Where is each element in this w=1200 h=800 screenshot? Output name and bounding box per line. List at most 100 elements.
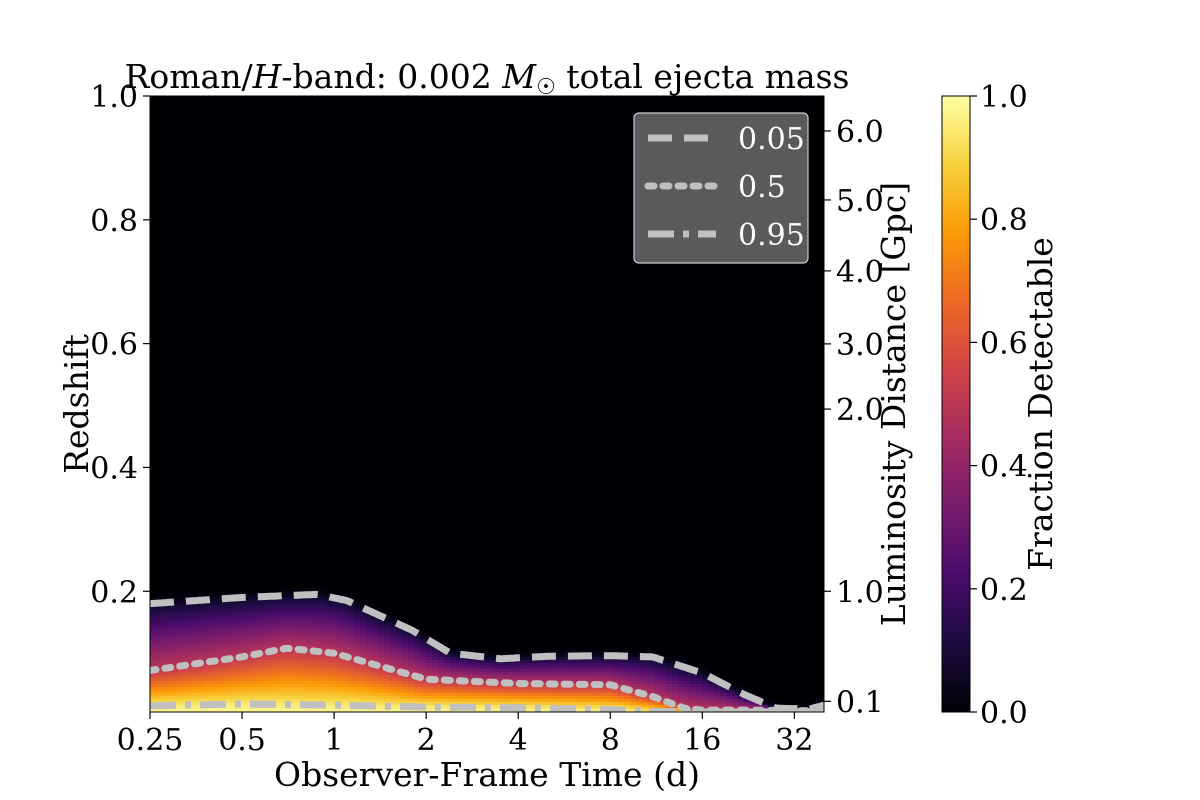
- heatmap-cell: [432, 635, 439, 640]
- heatmap-cell: [222, 626, 229, 631]
- heatmap-cell: [294, 638, 301, 643]
- heatmap-cell: [264, 632, 271, 637]
- heatmap-cell: [228, 626, 235, 631]
- heatmap-cell: [354, 698, 361, 703]
- heatmap-cell: [642, 659, 649, 664]
- heatmap-cell: [660, 683, 667, 688]
- heatmap-cell: [246, 692, 253, 697]
- heatmap-cell: [288, 641, 295, 646]
- heatmap-cell: [408, 659, 415, 664]
- heatmap-cell: [570, 662, 577, 667]
- heatmap-cell: [462, 698, 469, 703]
- y2-tick-label: 0.1: [836, 685, 884, 720]
- heatmap-cell: [180, 632, 187, 637]
- heatmap-cell: [384, 614, 391, 619]
- heatmap-cell: [486, 656, 493, 661]
- heatmap-cell: [300, 674, 307, 679]
- heatmap-cell: [450, 653, 457, 658]
- heatmap-cell: [372, 686, 379, 691]
- heatmap-cell: [312, 653, 319, 658]
- heatmap-cell: [342, 695, 349, 700]
- heatmap-cell: [378, 638, 385, 643]
- legend-label: 0.95: [738, 218, 805, 253]
- heatmap-cell: [738, 695, 745, 700]
- heatmap-cell: [348, 650, 355, 655]
- heatmap-cell: [156, 656, 163, 661]
- heatmap-cell: [342, 704, 349, 709]
- heatmap-cell: [420, 632, 427, 637]
- heatmap-cell: [426, 647, 433, 652]
- heatmap-cell: [582, 659, 589, 664]
- heatmap-cell: [324, 596, 331, 601]
- heatmap-cell: [378, 665, 385, 670]
- y-tick-label: 1.0: [90, 80, 138, 115]
- heatmap-cell: [246, 710, 253, 712]
- heatmap-cell: [540, 671, 547, 676]
- heatmap-cell: [366, 602, 373, 607]
- heatmap-cell: [456, 659, 463, 664]
- heatmap-cell: [306, 647, 313, 652]
- heatmap-cell: [270, 665, 277, 670]
- heatmap-cell: [288, 674, 295, 679]
- heatmap-cell: [222, 638, 229, 643]
- heatmap-cell: [156, 674, 163, 679]
- heatmap-cell: [294, 680, 301, 685]
- heatmap-cell: [258, 674, 265, 679]
- heatmap-cell: [288, 617, 295, 622]
- heatmap-cell: [540, 695, 547, 700]
- heatmap-cell: [534, 698, 541, 703]
- heatmap-cell: [162, 674, 169, 679]
- heatmap-cell: [510, 665, 517, 670]
- heatmap-cell: [324, 698, 331, 703]
- heatmap-cell: [456, 647, 463, 652]
- heatmap-cell: [276, 707, 283, 712]
- heatmap-cell: [228, 698, 235, 703]
- heatmap-cell: [282, 611, 289, 616]
- heatmap-cell: [324, 593, 331, 598]
- heatmap-cell: [378, 659, 385, 664]
- heatmap-cell: [366, 680, 373, 685]
- heatmap-cell: [216, 656, 223, 661]
- heatmap-cell: [186, 710, 193, 712]
- heatmap-cell: [360, 638, 367, 643]
- heatmap-cell: [312, 587, 319, 592]
- heatmap-cell: [150, 710, 157, 712]
- heatmap-cell: [318, 677, 325, 682]
- heatmap-cell: [564, 653, 571, 658]
- heatmap-cell: [252, 656, 259, 661]
- heatmap-cell: [198, 635, 205, 640]
- heatmap-cell: [210, 635, 217, 640]
- heatmap-cell: [282, 674, 289, 679]
- heatmap-cell: [486, 659, 493, 664]
- heatmap-cell: [390, 632, 397, 637]
- heatmap-cell: [666, 674, 673, 679]
- heatmap-cell: [480, 695, 487, 700]
- heatmap-cell: [492, 665, 499, 670]
- heatmap-cell: [186, 656, 193, 661]
- heatmap-cell: [636, 683, 643, 688]
- heatmap-cell: [366, 653, 373, 658]
- heatmap-cell: [372, 689, 379, 694]
- heatmap-cell: [204, 620, 211, 625]
- heatmap-cell: [372, 605, 379, 610]
- heatmap-cell: [264, 644, 271, 649]
- heatmap-cell: [732, 698, 739, 703]
- heatmap-cell: [414, 710, 421, 712]
- heatmap-cell: [498, 677, 505, 682]
- heatmap-cell: [690, 701, 697, 706]
- heatmap-cell: [270, 629, 277, 634]
- heatmap-cell: [660, 674, 667, 679]
- heatmap-cell: [648, 704, 655, 709]
- heatmap-cell: [576, 671, 583, 676]
- heatmap-cell: [282, 662, 289, 667]
- heatmap-cell: [432, 710, 439, 712]
- heatmap-cell: [156, 608, 163, 613]
- heatmap-cell: [330, 617, 337, 622]
- heatmap-cell: [618, 683, 625, 688]
- heatmap-cell: [348, 611, 355, 616]
- heatmap-cell: [354, 599, 361, 604]
- heatmap-cell: [414, 683, 421, 688]
- heatmap-cell: [216, 614, 223, 619]
- heatmap-cell: [234, 605, 241, 610]
- heatmap-cell: [228, 692, 235, 697]
